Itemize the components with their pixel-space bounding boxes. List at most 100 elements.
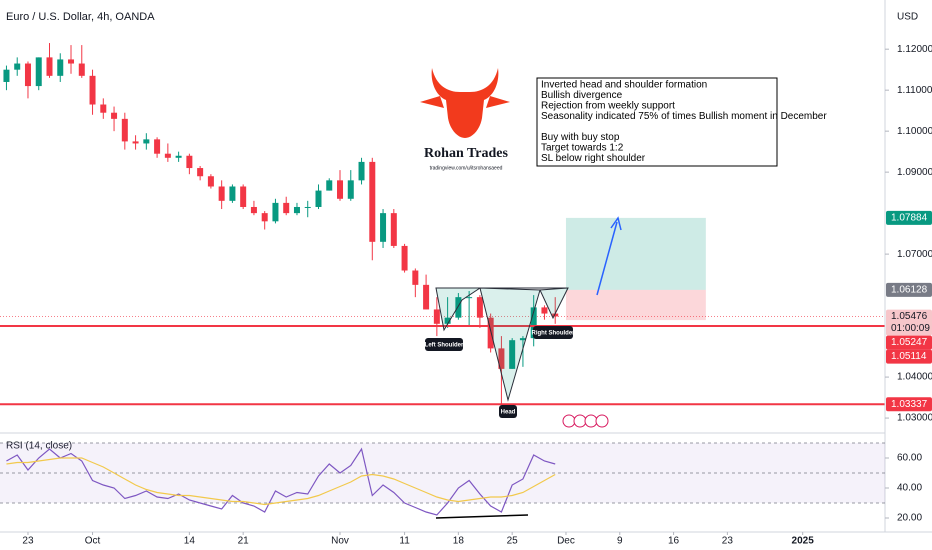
candle-body <box>197 168 204 177</box>
y-tick-label: 1.03000 <box>897 413 932 424</box>
annotation-line: Inverted head and shoulder formation <box>541 79 707 90</box>
candle-body <box>143 139 150 144</box>
rsi-tick-label: 40.00 <box>897 483 922 494</box>
x-tick-label: Dec <box>557 536 575 547</box>
candle-body <box>250 206 257 214</box>
candle-body <box>519 338 526 341</box>
candle-body <box>498 348 505 369</box>
candle-body <box>487 317 494 349</box>
price-label: 1.03337 <box>891 399 928 410</box>
candle-body <box>68 59 75 64</box>
price-label-bg <box>886 335 932 350</box>
y-tick-label: 1.10000 <box>897 126 932 137</box>
candle-body <box>390 213 397 246</box>
price-label-bg <box>886 397 932 412</box>
rsi-tick-label: 20.00 <box>897 513 922 524</box>
right-shoulder-shape <box>539 287 569 320</box>
x-tick-label: 9 <box>617 536 623 547</box>
head-shape <box>479 287 541 402</box>
candle-body <box>207 176 214 187</box>
rsi-line <box>6 447 556 516</box>
divergence-line <box>435 514 529 519</box>
annotation-line: Rejection from weekly support <box>541 100 675 111</box>
profit-zone <box>565 217 706 290</box>
candle-body <box>476 297 483 318</box>
candle-body <box>57 59 64 76</box>
right-shoulder-label: Right Shoulder <box>532 331 576 337</box>
annotation-line: SL below right shoulder <box>541 153 646 164</box>
logo-bull <box>420 68 510 138</box>
candle-body <box>369 161 376 242</box>
price-label: 1.05476 <box>891 311 928 322</box>
x-tick-label: 14 <box>184 536 196 547</box>
chart-title: Euro / U.S. Dollar, 4h, OANDA <box>6 11 155 23</box>
candle-body <box>552 313 559 317</box>
candle-body <box>283 202 290 214</box>
x-tick-label: 2025 <box>792 536 815 547</box>
label-bg <box>533 326 573 339</box>
price-label: 1.07884 <box>891 213 928 224</box>
y-tick-label: 1.04000 <box>897 372 932 383</box>
candle-body <box>455 297 462 318</box>
y-tick-label: 1.12000 <box>897 44 932 55</box>
candle-body <box>401 245 408 271</box>
candle-body <box>444 317 451 324</box>
candle-body <box>100 104 107 113</box>
price-label: 1.05247 <box>891 337 928 348</box>
candle-body <box>466 297 473 299</box>
label-bg <box>499 405 517 418</box>
candle-body <box>218 186 225 201</box>
rsi-title: RSI (14, close) <box>6 441 72 452</box>
y-tick-label: 1.07000 <box>897 249 932 260</box>
candle-body <box>326 180 333 191</box>
candle-body <box>89 75 96 105</box>
candle-body <box>315 190 322 207</box>
y-tick-label: 1.11000 <box>897 85 932 96</box>
candle-body <box>347 180 354 199</box>
left-shoulder-label: Left Shoulder <box>425 343 464 349</box>
x-tick-label: Oct <box>85 536 101 547</box>
x-tick-label: 16 <box>668 536 680 547</box>
candle-body <box>358 161 365 181</box>
price-label: 1.05114 <box>891 351 927 362</box>
target-arrow <box>596 221 618 296</box>
candle-body <box>35 57 42 87</box>
candle-body <box>24 63 31 87</box>
candle-body <box>14 63 21 70</box>
candle-body <box>530 307 537 339</box>
candle-body <box>229 186 236 201</box>
event-icons <box>562 414 609 428</box>
annotation-line: Buy with buy stop <box>541 132 620 143</box>
candle-body <box>412 270 419 285</box>
loss-zone <box>565 289 706 321</box>
candle-body <box>380 213 387 242</box>
annotation-line: Bullish divergence <box>541 90 623 101</box>
price-label-bg <box>886 349 932 364</box>
candle-body <box>272 202 279 222</box>
logo-url: tradingview.com/u/itsrohansaeed <box>430 165 503 171</box>
candle-body <box>121 118 128 142</box>
target-arrow-head <box>610 216 622 231</box>
candle-body <box>46 57 53 76</box>
price-label: 1.06128 <box>891 284 928 295</box>
label-bg <box>425 338 463 351</box>
candle-body <box>78 63 85 76</box>
candle-body <box>164 153 171 158</box>
candle-body <box>240 186 247 207</box>
price-axis <box>885 0 932 550</box>
candle-body <box>293 206 300 214</box>
annotation-line: Target towards 1:2 <box>541 142 624 153</box>
rsi-band <box>0 443 885 503</box>
candle-body <box>541 307 548 314</box>
candle-body <box>509 340 516 369</box>
x-tick-label: 23 <box>22 536 34 547</box>
price-label-bg <box>886 282 932 297</box>
annotation-box <box>536 77 778 167</box>
x-tick-label: 21 <box>238 536 250 547</box>
countdown-label: 01:00:09 <box>891 323 930 334</box>
price-label-bg <box>886 309 932 336</box>
candle-body <box>423 284 430 310</box>
candle-body <box>175 155 182 158</box>
